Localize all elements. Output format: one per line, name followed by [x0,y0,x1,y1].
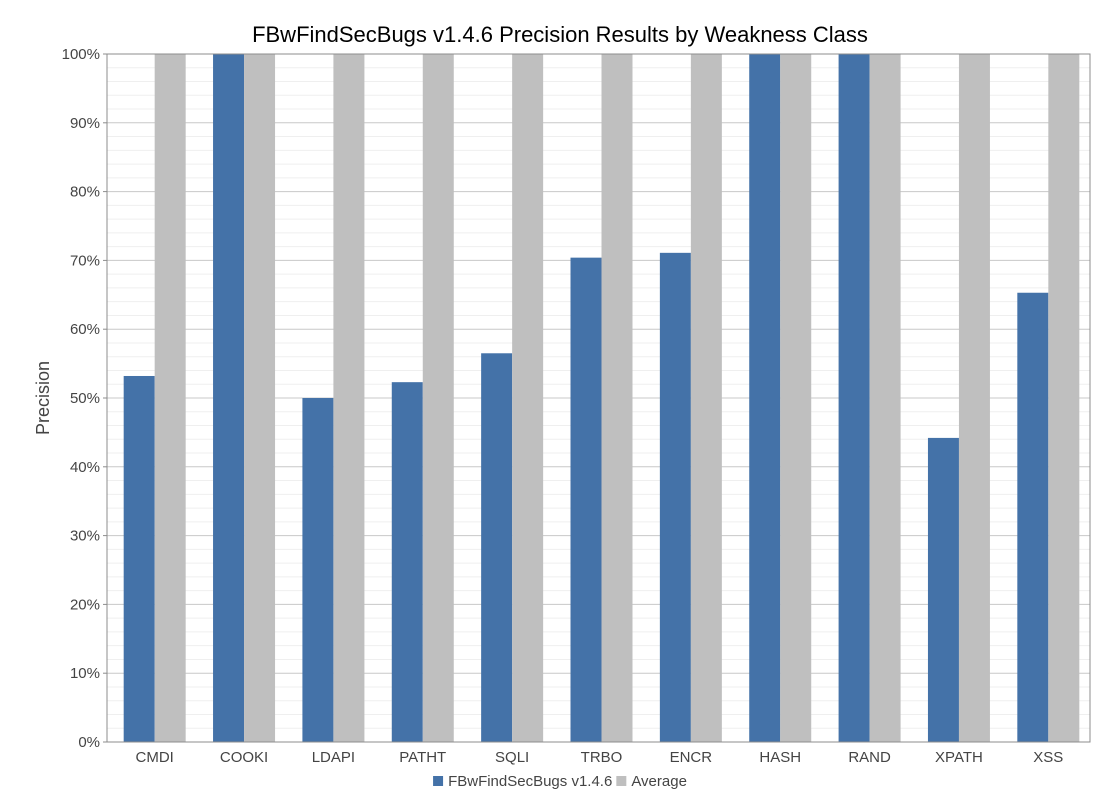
bar-fbwfindsecbugs-hash [749,54,781,742]
y-tick-label: 20% [70,596,100,613]
y-tick-label: 60% [70,321,100,338]
x-tick-label: ENCR [670,749,713,766]
legend-swatch [433,776,444,786]
x-tick-label: LDAPI [312,749,355,766]
bar-fbwfindsecbugs-rand [838,54,870,742]
y-tick-label: 0% [78,734,100,751]
y-tick-label: 50% [70,390,100,407]
bar-average-xpath [958,54,990,742]
bar-average-trbo [601,54,633,742]
chart-title: FBwFindSecBugs v1.4.6 Precision Results … [252,22,868,47]
bar-fbwfindsecbugs-patht [391,382,423,742]
y-tick-label: 80% [70,184,100,201]
x-tick-label: RAND [848,749,891,766]
bar-average-xss [1048,54,1080,742]
x-tick-label: HASH [759,749,801,766]
bar-fbwfindsecbugs-cmdi [123,375,155,742]
x-tick-label: SQLI [495,749,529,766]
y-axis-label: Precision [33,361,53,435]
legend: FBwFindSecBugs v1.4.6 Average [433,773,687,790]
bar-fbwfindsecbugs-xpath [927,437,959,742]
bar-fbwfindsecbugs-trbo [570,257,602,742]
legend-swatch [616,776,627,786]
x-tick-label: XSS [1033,749,1063,766]
y-tick-label: 40% [70,459,100,476]
bar-average-cmdi [154,54,186,742]
y-axis-ticks: 0% 10% 20% 30% 40% 50% 60% 70% 80% 90% 100% [62,46,107,751]
bar-fbwfindsecbugs-sqli [481,353,513,742]
bar-fbwfindsecbugs-xss [1017,292,1049,742]
legend-label: Average [631,773,687,790]
x-tick-label: CMDI [136,749,174,766]
x-axis-ticks: CMDI COOKI LDAPI PATHT SQLI TRBO ENCR HASH RAND X… [136,749,1064,766]
x-tick-label: TRBO [581,749,623,766]
bar-average-ldapi [333,54,365,742]
y-tick-label: 30% [70,528,100,545]
bar-fbwfindsecbugs-encr [659,252,691,742]
legend-label: FBwFindSecBugs v1.4.6 [448,773,612,790]
x-tick-label: PATHT [399,749,446,766]
bar-average-encr [690,54,722,742]
y-tick-label: 90% [70,115,100,132]
bars [123,54,1080,742]
y-tick-label: 100% [62,46,100,63]
bar-average-cooki [244,54,276,742]
y-tick-label: 70% [70,252,100,269]
x-tick-label: XPATH [935,749,983,766]
bar-average-rand [869,54,901,742]
bar-average-hash [780,54,812,742]
bar-average-sqli [512,54,544,742]
y-tick-label: 10% [70,665,100,682]
bar-average-patht [422,54,454,742]
x-tick-label: COOKI [220,749,268,766]
bar-fbwfindsecbugs-ldapi [302,398,334,742]
bar-fbwfindsecbugs-cooki [213,54,245,742]
